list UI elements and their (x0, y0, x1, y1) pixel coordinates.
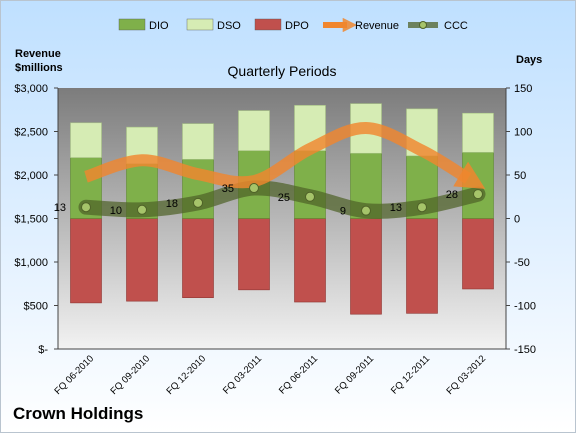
bar-dpo (70, 218, 102, 304)
legend-label-dso: DSO (217, 20, 241, 32)
ccc-data-label: 9 (340, 206, 346, 218)
left-axis-title-line1: Revenue (15, 48, 61, 60)
legend-label-dio: DIO (149, 20, 169, 32)
category-label: FQ 09-2011 (333, 353, 376, 396)
legend-label-dpo: DPO (285, 20, 309, 32)
left-tick-label: $2,000 (14, 170, 48, 182)
company-name: Crown Holdings (13, 404, 144, 423)
legend-swatch-dpo (254, 18, 282, 31)
chart-title: Quarterly Periods (228, 63, 337, 79)
bar-dio (462, 152, 494, 219)
right-tick-label: -50 (514, 257, 530, 269)
bar-dpo (182, 218, 214, 298)
ccc-data-label: 13 (390, 202, 402, 214)
legend-swatch-dso (186, 18, 214, 31)
ccc-point (249, 183, 259, 194)
bar-dpo (406, 218, 438, 314)
left-axis-title-line2: $millions (15, 62, 63, 74)
bar-dso (462, 112, 494, 153)
right-tick-label: -150 (514, 344, 536, 356)
left-tick-label: $3,000 (14, 83, 48, 95)
right-tick-label: 150 (514, 83, 532, 95)
bar-dpo (238, 218, 270, 291)
bar-dso (238, 110, 270, 151)
bar-dpo (294, 218, 326, 303)
category-label: FQ 09-2010 (108, 353, 152, 397)
ccc-point (305, 191, 315, 202)
bar-dpo (350, 218, 382, 315)
ccc-data-label: 18 (166, 198, 178, 210)
legend-swatch-dio (118, 18, 146, 31)
ccc-data-label: 28 (446, 189, 458, 201)
ccc-point (193, 197, 203, 208)
ccc-point (361, 205, 371, 216)
revenue-arrow (84, 122, 486, 189)
bar-dpo (126, 218, 158, 302)
ccc-data-label: 10 (110, 205, 122, 217)
category-label: FQ 06-2010 (52, 353, 96, 397)
bar-dio (294, 150, 326, 219)
ccc-point (81, 202, 91, 213)
right-tick-label: -100 (514, 301, 536, 313)
right-tick-label: 100 (514, 127, 532, 139)
left-tick-label: $- (38, 344, 48, 356)
bar-dpo (462, 218, 494, 290)
ccc-data-label: 25 (278, 192, 290, 204)
legend-marker-ccc (419, 21, 427, 29)
ccc-point (417, 202, 427, 213)
category-label: FQ 12-2011 (389, 353, 432, 396)
right-tick-label: 50 (514, 170, 526, 182)
left-tick-label: $2,500 (14, 127, 48, 139)
category-label: FQ 03-2012 (444, 353, 488, 397)
ccc-point (137, 204, 147, 215)
legend-label-ccc: CCC (444, 20, 468, 32)
ccc-data-label: 13 (54, 202, 66, 214)
bar-dso (182, 123, 214, 160)
ccc-data-label: 35 (222, 183, 234, 195)
ccc-point (473, 189, 483, 200)
bar-dso (70, 122, 102, 158)
category-label: FQ 06-2011 (277, 353, 320, 396)
plot-area (58, 88, 506, 349)
right-tick-label: 0 (514, 214, 520, 226)
category-label: FQ 12-2010 (164, 353, 208, 397)
legend-label-revenue: Revenue (355, 20, 399, 32)
right-axis-title: Days (516, 54, 542, 66)
category-label: FQ 03-2011 (221, 353, 264, 396)
left-tick-label: $1,500 (14, 214, 48, 226)
left-tick-label: $500 (24, 301, 48, 313)
left-tick-label: $1,000 (14, 257, 48, 269)
